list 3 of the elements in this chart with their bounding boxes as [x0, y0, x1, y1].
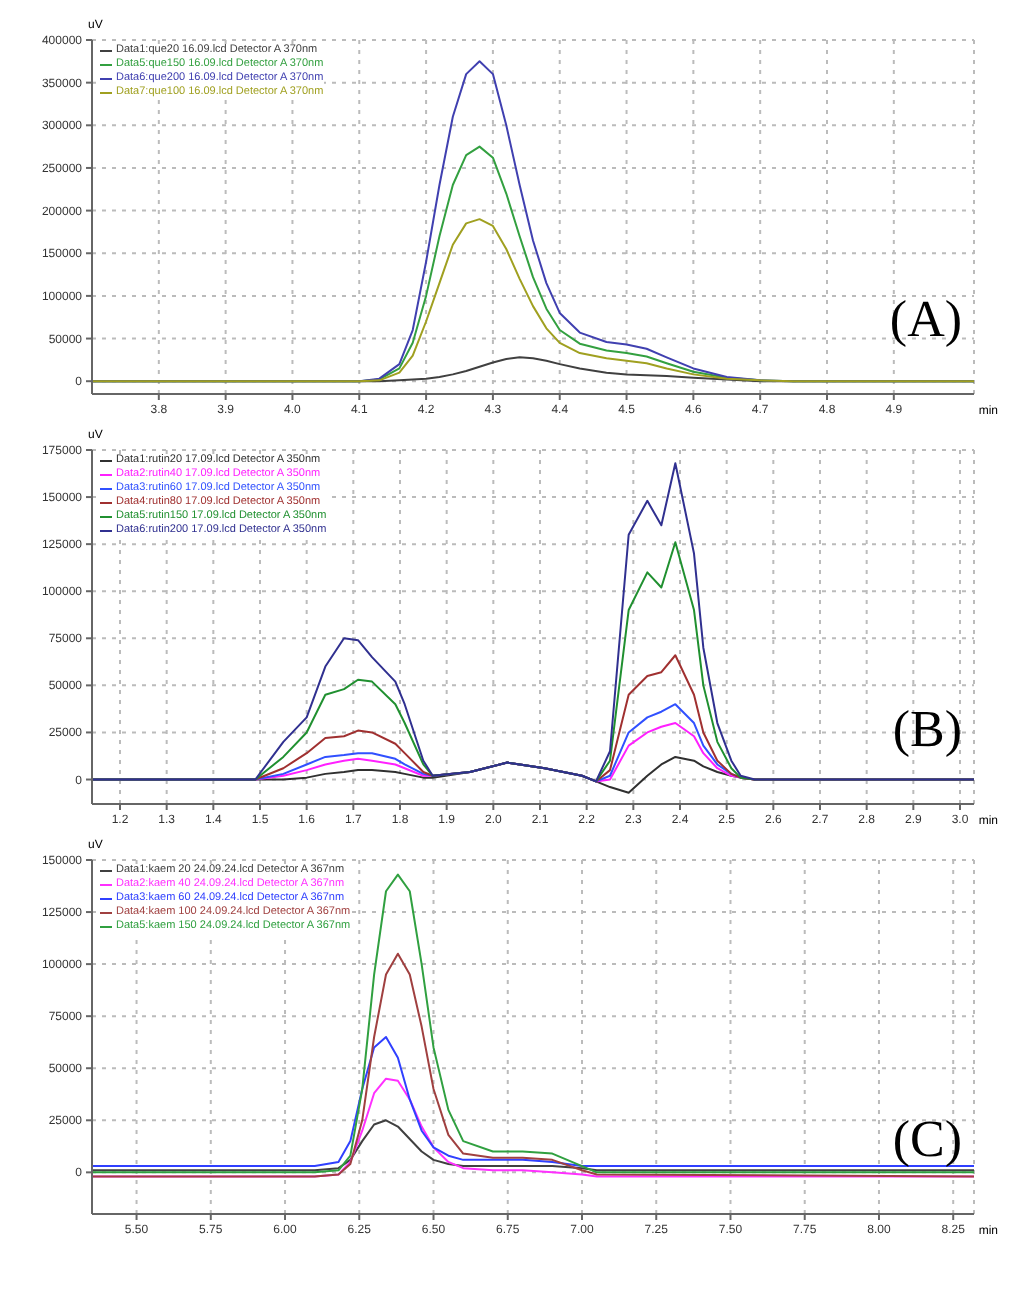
annotation: (A) [889, 290, 962, 350]
annotation: (B) [892, 700, 962, 760]
annotation: (C) [892, 1110, 962, 1170]
